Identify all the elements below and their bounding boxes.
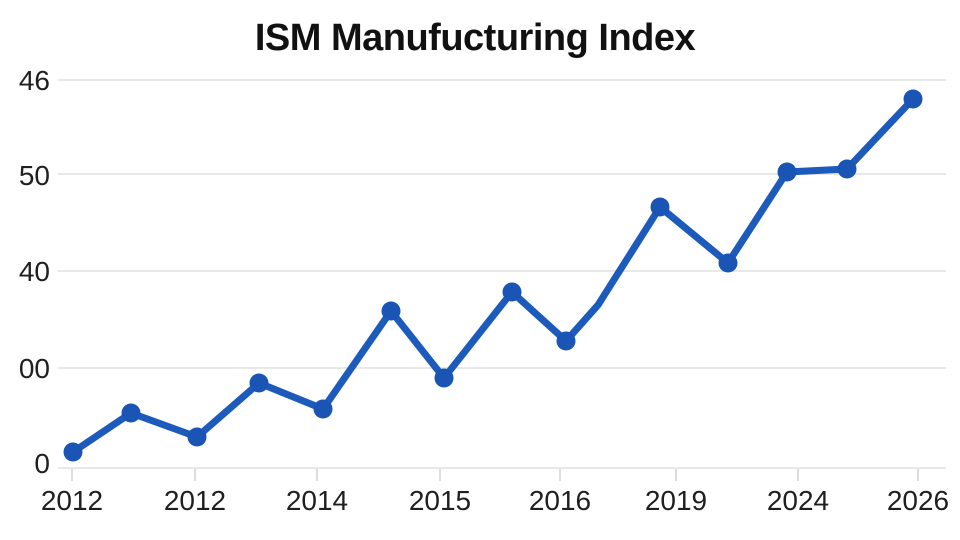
data-point-marker <box>777 162 797 182</box>
data-point-marker <box>187 427 207 447</box>
data-point-markers <box>63 89 923 462</box>
data-point-marker <box>381 301 401 321</box>
y-axis-label: 00 <box>19 353 50 384</box>
y-axis-label: 50 <box>19 160 50 191</box>
x-axis-label: 2024 <box>767 485 829 516</box>
trend-line <box>69 95 917 456</box>
data-point-marker <box>837 159 857 179</box>
data-point-marker <box>249 373 269 393</box>
x-axis-label: 2016 <box>529 485 591 516</box>
data-point-marker <box>556 331 576 351</box>
y-axis-label: 46 <box>19 65 50 96</box>
x-axis-label: 2014 <box>286 485 348 516</box>
x-axis-label: 2015 <box>409 485 471 516</box>
data-point-marker <box>313 399 333 419</box>
gridlines <box>58 79 946 469</box>
y-axis-label: 40 <box>19 256 50 287</box>
y-axis-label: 0 <box>34 448 50 479</box>
data-point-marker <box>63 442 83 462</box>
x-axis-label: 2012 <box>164 485 226 516</box>
data-point-marker <box>502 282 522 302</box>
x-axis-ticks <box>71 469 919 481</box>
x-axis-label: 2012 <box>41 485 103 516</box>
x-axis-labels: 2012 2012 2014 2015 2016 2019 2024 2026 <box>41 485 949 516</box>
chart-title: ISM Manufucturing Index <box>255 17 696 59</box>
data-point-marker <box>903 89 923 109</box>
x-axis-label: 2019 <box>645 485 707 516</box>
data-point-marker <box>434 368 454 388</box>
x-axis-label: 2026 <box>887 485 949 516</box>
data-point-marker <box>650 197 670 217</box>
data-point-marker <box>121 403 141 423</box>
data-point-marker <box>718 253 738 273</box>
